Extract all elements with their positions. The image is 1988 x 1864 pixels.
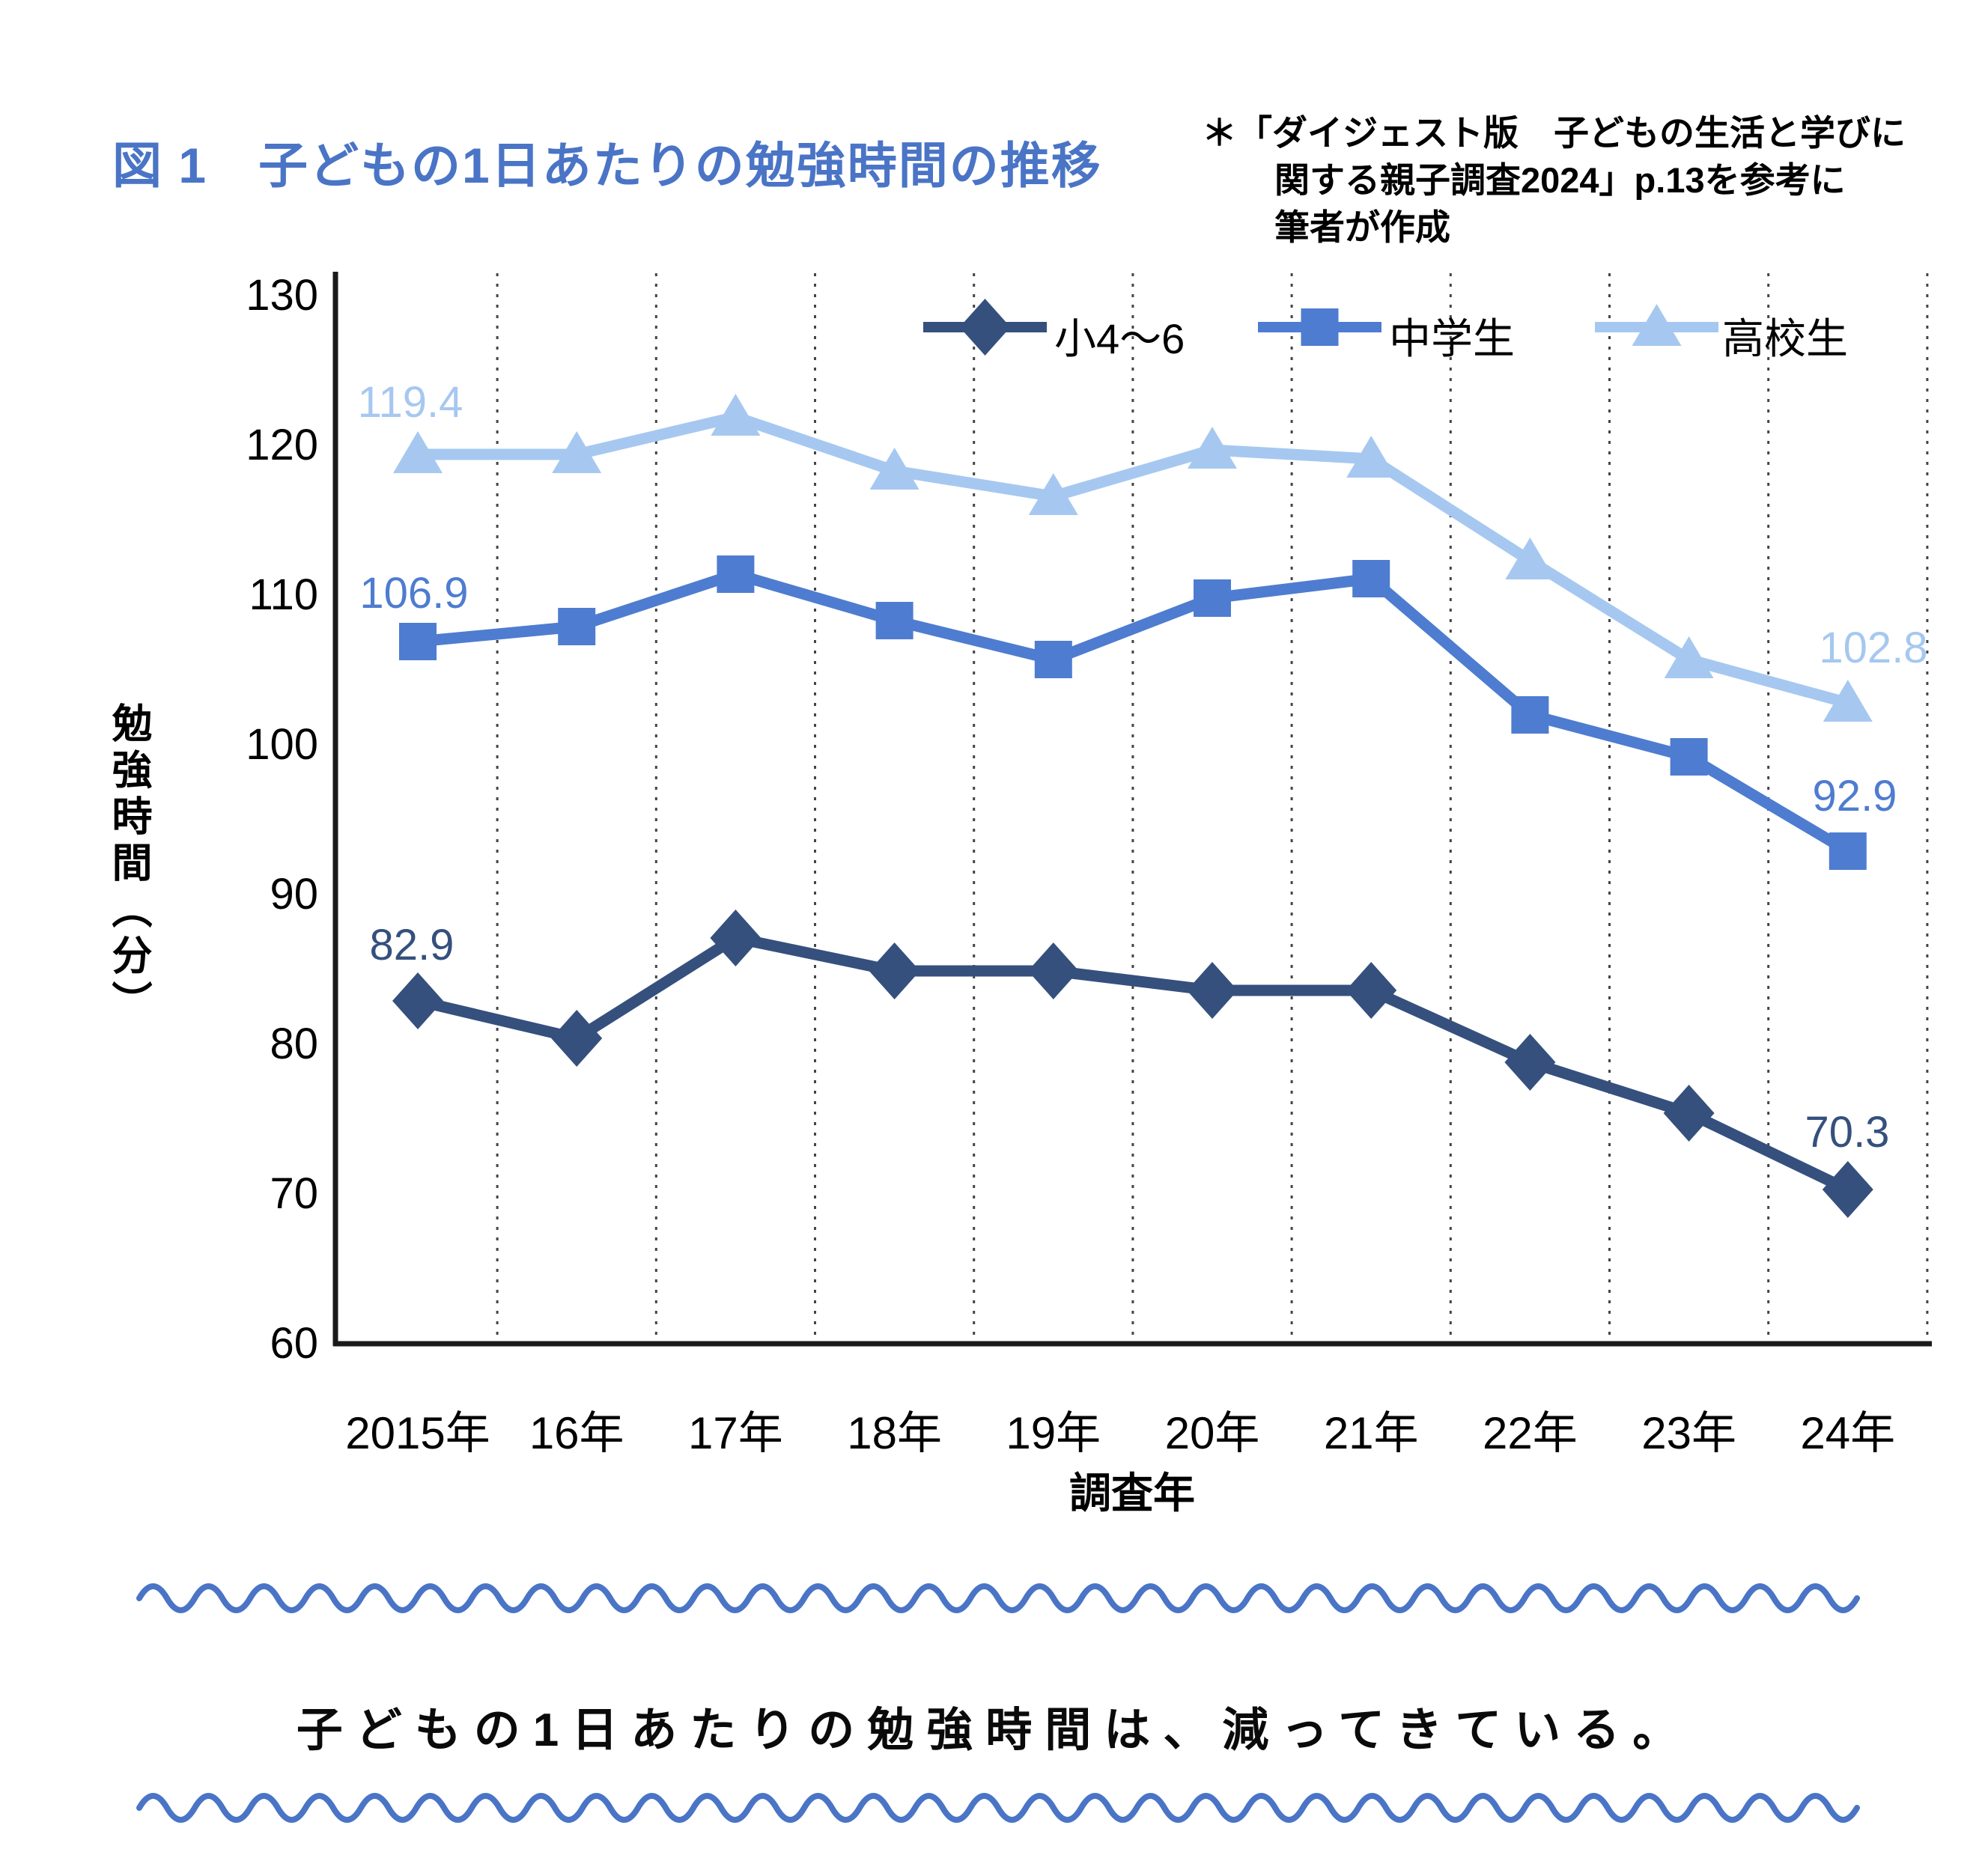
data-point-high-school-23年	[1664, 636, 1714, 678]
data-point-junior-high-23年	[1670, 738, 1708, 776]
x-tick-label-23年: 23年	[1641, 1408, 1736, 1458]
x-tick-label-24年: 24年	[1800, 1408, 1896, 1458]
data-point-junior-high-24年	[1829, 832, 1867, 870]
y-tick-label-80: 80	[270, 1020, 318, 1068]
data-point-high-school-18年	[869, 448, 919, 490]
data-point-elementary-4-6-19年	[1027, 942, 1079, 999]
y-tick-label-90: 90	[270, 870, 318, 919]
legend-label-high-school: 高校生	[1722, 315, 1848, 362]
x-tick-label-20年: 20年	[1164, 1408, 1260, 1458]
data-point-elementary-4-6-17年	[710, 910, 762, 966]
y-tick-label-70: 70	[270, 1169, 318, 1218]
data-point-high-school-19年	[1028, 473, 1078, 515]
y-tick-label-120: 120	[246, 421, 318, 469]
data-label-high-school-first: 119.4	[357, 378, 463, 427]
data-point-elementary-4-6-21年	[1346, 962, 1397, 1019]
x-tick-label-16年: 16年	[529, 1408, 624, 1458]
series-line-junior-high	[412, 568, 1854, 857]
x-tick-label-19年: 19年	[1006, 1408, 1101, 1458]
data-point-junior-high-16年	[558, 608, 596, 645]
data-label-junior-high-last: 92.9	[1812, 772, 1897, 820]
data-label-high-school-last: 102.8	[1819, 624, 1928, 672]
source-note-line-2: 関する親子調査2024」p.13を参考に	[1274, 160, 1846, 200]
wavy-divider	[136, 1583, 1860, 1613]
data-point-high-school-17年	[711, 394, 761, 436]
x-tick-label-17年: 17年	[688, 1408, 783, 1458]
legend-label-junior-high: 中学生	[1389, 315, 1515, 362]
data-label-elementary-last: 70.3	[1805, 1108, 1890, 1157]
source-note: ＊「ダイジェスト版 子どもの生活と学びに 関する親子調査2024」p.13を参考…	[1202, 109, 1906, 251]
data-point-junior-high-17年	[717, 555, 755, 593]
y-axis-title: 勉強時間（分）	[106, 702, 151, 1027]
data-point-elementary-4-6-23年	[1663, 1085, 1715, 1142]
data-point-junior-high-20年	[1194, 579, 1231, 617]
x-tick-label-21年: 21年	[1323, 1408, 1419, 1458]
data-point-high-school-20年	[1188, 427, 1237, 469]
data-point-high-school-21年	[1346, 436, 1396, 478]
legend-marker-elementary-4-6-icon	[959, 299, 1011, 356]
data-point-high-school-16年	[552, 431, 602, 473]
data-point-elementary-4-6-16年	[551, 1010, 603, 1067]
figure-title: 図 1 子どもの1日あたりの勉強時間の推移	[112, 138, 1102, 193]
data-point-junior-high-18年	[875, 602, 914, 639]
source-note-line-1: ＊「ダイジェスト版 子どもの生活と学びに	[1202, 113, 1906, 153]
data-point-elementary-4-6-20年	[1187, 962, 1238, 1019]
wavy-divider	[136, 1793, 1860, 1823]
series-line-elementary-4-6	[412, 932, 1854, 1196]
y-tick-label-100: 100	[246, 720, 318, 769]
takeaway-message: 子どもの1日あたりの勉強時間は、減ってきている。	[296, 1705, 1692, 1756]
data-point-junior-high-22年	[1511, 696, 1549, 734]
series-line-high-school	[412, 411, 1854, 709]
data-point-elementary-4-6-18年	[869, 942, 920, 999]
data-point-high-school-22年	[1505, 537, 1555, 579]
data-point-high-school-24年	[1823, 680, 1873, 722]
data-label-elementary-first: 82.9	[369, 921, 455, 969]
x-tick-label-18年: 18年	[847, 1408, 942, 1458]
y-tick-label-60: 60	[270, 1319, 318, 1368]
data-label-junior-high-first: 106.9	[359, 569, 469, 618]
y-tick-label-110: 110	[249, 570, 318, 619]
data-point-high-school-2015年	[393, 431, 443, 473]
data-point-elementary-4-6-22年	[1504, 1034, 1556, 1091]
data-point-elementary-4-6-24年	[1822, 1161, 1873, 1218]
source-note-line-3: 筆者が作成	[1274, 207, 1450, 247]
x-tick-label-22年: 22年	[1483, 1408, 1578, 1458]
legend-marker-junior-high-icon	[1301, 308, 1339, 346]
legend-marker-high-school-icon	[1632, 304, 1682, 346]
data-point-elementary-4-6-2015年	[392, 972, 443, 1029]
x-axis-title: 調査年	[1069, 1469, 1195, 1517]
x-tick-label-2015年: 2015年	[345, 1408, 490, 1458]
data-point-junior-high-21年	[1352, 560, 1390, 597]
legend-label-elementary-4-6: 小4〜6	[1054, 315, 1185, 362]
data-point-junior-high-2015年	[399, 623, 437, 660]
y-tick-label-130: 130	[246, 271, 318, 320]
data-point-junior-high-19年	[1034, 641, 1072, 678]
